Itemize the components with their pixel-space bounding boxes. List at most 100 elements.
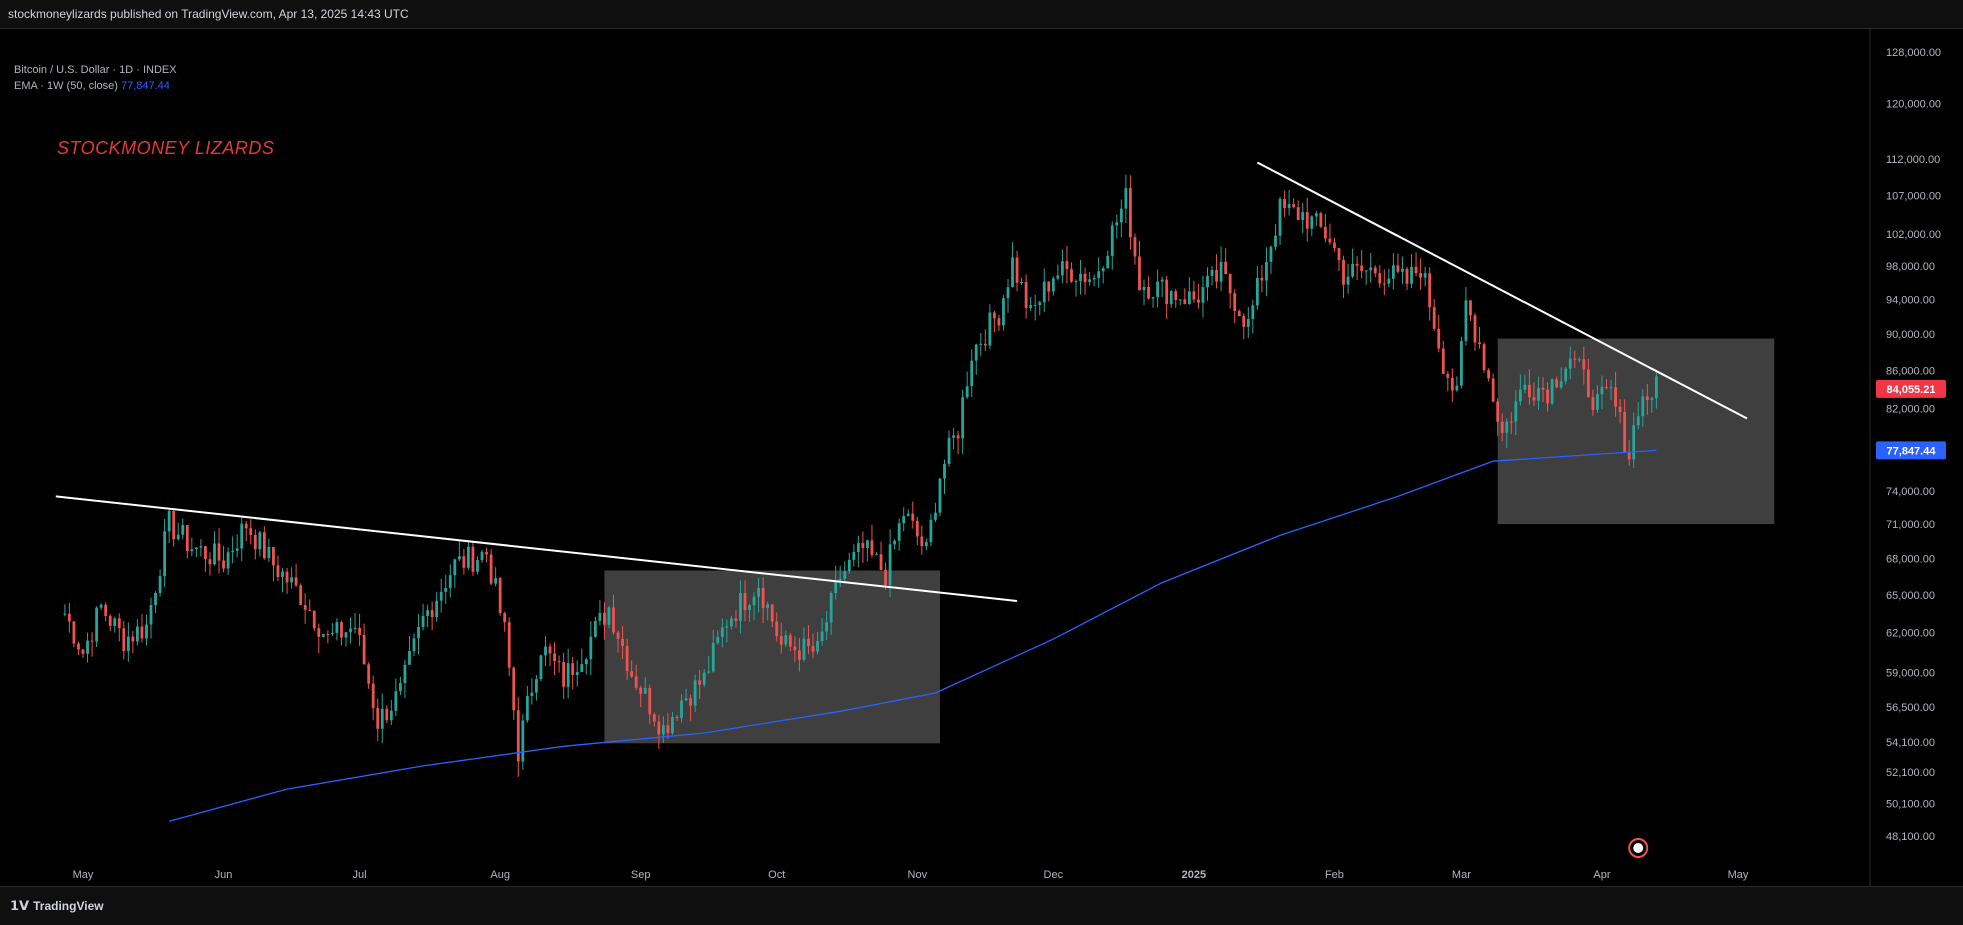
watermark-text: STOCKMONEY LIZARDS [57, 138, 275, 158]
candle-body [757, 588, 761, 597]
candle-body [1323, 226, 1327, 239]
candle-body [476, 560, 479, 572]
candle-body [1319, 213, 1323, 227]
candle-body [117, 618, 121, 629]
candle-body [652, 714, 656, 722]
candle-body [398, 683, 402, 692]
candle-body [158, 576, 162, 593]
candle-body [426, 610, 430, 616]
candle-body [634, 676, 638, 688]
footer: 𝟭𝗩 TradingView [0, 886, 1963, 925]
x-tick-label: Feb [1325, 869, 1344, 881]
candle-body [974, 344, 978, 361]
candle-body [276, 565, 280, 577]
candle-body [81, 649, 85, 654]
candle-body [657, 721, 661, 735]
candle-body [1496, 401, 1500, 422]
candle-body [421, 615, 425, 628]
candle-body [439, 591, 443, 601]
candle-body [213, 543, 216, 565]
candle-body [140, 626, 144, 639]
candle-body [367, 664, 371, 684]
candle-body [503, 613, 507, 623]
candle-body [448, 575, 452, 589]
candle-body [1283, 198, 1286, 209]
candle-body [788, 635, 792, 647]
candle-body [1246, 319, 1250, 327]
candle-body [852, 552, 856, 560]
y-tick-label: 56,500.00 [1886, 702, 1935, 714]
candle-body [1178, 299, 1182, 301]
candle-body [163, 531, 167, 577]
last-price-badge-bg [1876, 379, 1946, 398]
candle-body [453, 559, 457, 576]
candle-body [1156, 281, 1160, 298]
candle-body [1600, 386, 1604, 395]
candle-body [1042, 281, 1046, 303]
candle-body [1650, 398, 1654, 400]
candle-body [1051, 278, 1055, 292]
candle-body [630, 671, 634, 677]
candle-body [643, 687, 647, 694]
candle-body [915, 520, 919, 537]
x-tick-label: May [73, 869, 94, 881]
candle-body [1056, 275, 1060, 279]
y-tick-label: 62,000.00 [1886, 628, 1935, 640]
candle-body [1596, 394, 1599, 410]
price-chart[interactable]: 128,000.00 120,000.00 112,000.00 107,000.00… [0, 28, 1963, 886]
candle-body [185, 525, 189, 552]
candle-body [847, 559, 851, 572]
candle-body [1632, 425, 1636, 460]
candle-body [344, 632, 348, 638]
candle-body [557, 661, 561, 663]
ema-line-legend: EMA · 1W (50, close) 77,847.44 [14, 78, 177, 94]
price-badges: 84,055.21 77,847.44 [1628, 379, 1946, 858]
candle-body [947, 437, 951, 464]
candle-body [471, 546, 475, 572]
y-tick-label: 71,000.00 [1886, 519, 1935, 531]
candle-body [521, 720, 525, 762]
tradingview-logo[interactable]: 𝟭𝗩 TradingView [10, 898, 104, 914]
candle-body [729, 618, 733, 627]
candle-body [1201, 287, 1205, 303]
candle-body [1351, 263, 1354, 277]
publish-header: stockmoneylizards published on TradingVi… [0, 0, 1963, 29]
candle-body [1251, 305, 1255, 320]
y-tick-label: 107,000.00 [1886, 191, 1941, 203]
candle-body [1274, 235, 1277, 247]
candle-body [199, 546, 203, 548]
candle-body [1024, 282, 1028, 308]
candle-body [1609, 387, 1613, 389]
candle-body [1187, 291, 1191, 305]
candle-body [1473, 315, 1477, 343]
candle-body [294, 577, 298, 586]
ema-label: EMA · 1W (50, close) [14, 80, 118, 92]
tv-logo-icon: 𝟭𝗩 [10, 898, 30, 913]
candle-body [553, 653, 556, 662]
candle-body [1265, 261, 1268, 281]
y-tick-label: 82,000.00 [1886, 404, 1935, 416]
candle-body [593, 620, 597, 637]
candle-body [1101, 268, 1105, 272]
candle-body [1047, 281, 1051, 292]
candle-body [1509, 421, 1513, 423]
candle-body [743, 593, 747, 611]
chart-area[interactable]: 128,000.00 120,000.00 112,000.00 107,000.00… [0, 28, 1963, 886]
candle-body [507, 622, 511, 668]
candle-body [929, 519, 933, 543]
candle-body [194, 547, 198, 550]
candle-body [1645, 396, 1649, 400]
candle-body [376, 708, 380, 729]
x-tick-label: Dec [1044, 869, 1064, 881]
candle-body [240, 523, 244, 549]
candle-body [1528, 384, 1531, 398]
candle-body [167, 511, 171, 532]
candle-body [598, 612, 602, 621]
ema-layer [169, 449, 1657, 822]
candle-body [1020, 282, 1023, 284]
y-tick-label: 65,000.00 [1886, 590, 1935, 602]
y-tick-label: 48,100.00 [1886, 831, 1935, 843]
candle-body [1450, 377, 1454, 391]
candle-body [1033, 305, 1037, 307]
candle-body [1015, 257, 1019, 283]
